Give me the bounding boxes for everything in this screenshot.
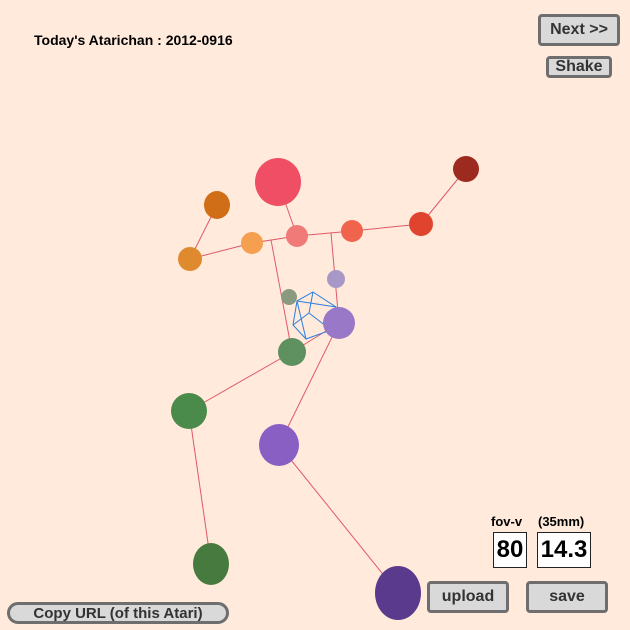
focal-length-label: (35mm) [538, 514, 585, 529]
joint-right-hand[interactable] [453, 156, 479, 182]
joint-left-hand[interactable] [204, 191, 230, 219]
shake-button[interactable]: Shake [546, 56, 612, 78]
bone-r-thigh [278, 322, 340, 446]
next-button[interactable]: Next >> [538, 14, 620, 46]
bone-l-thigh [188, 351, 293, 412]
cube-edge-1 [308, 291, 314, 314]
page-title: Today's Atarichan : 2012-0916 [34, 32, 233, 48]
joint-head[interactable] [255, 158, 301, 206]
joint-waist[interactable] [281, 289, 297, 305]
joint-left-elbow[interactable] [178, 247, 202, 271]
joint-right-elbow[interactable] [409, 212, 433, 236]
joint-left-knee[interactable] [171, 393, 207, 429]
bone-l-shin [188, 410, 212, 565]
joint-right-shoulder[interactable] [341, 220, 363, 242]
upload-button[interactable]: upload [427, 581, 509, 613]
fov-label: fov-v [491, 514, 523, 529]
joint-right-knee[interactable] [259, 424, 299, 466]
save-button[interactable]: save [526, 581, 608, 613]
joint-left-foot[interactable] [193, 543, 229, 585]
fov-value: 80 [493, 532, 527, 568]
pelvis-cube [292, 291, 337, 340]
copy-url-button[interactable]: Copy URL (of this Atari) [7, 602, 229, 624]
joints[interactable] [171, 156, 479, 620]
bone-r-shin [278, 444, 399, 594]
joint-right-foot[interactable] [375, 566, 421, 620]
joint-chest[interactable] [327, 270, 345, 288]
joint-neck[interactable] [286, 225, 308, 247]
joint-left-shoulder[interactable] [241, 232, 263, 254]
cube-edge-4 [296, 300, 337, 308]
cube-edge-5 [296, 300, 307, 340]
joint-right-hip[interactable] [323, 307, 355, 339]
joint-left-hip[interactable] [278, 338, 306, 366]
focal-length-value: 14.3 [537, 532, 591, 568]
